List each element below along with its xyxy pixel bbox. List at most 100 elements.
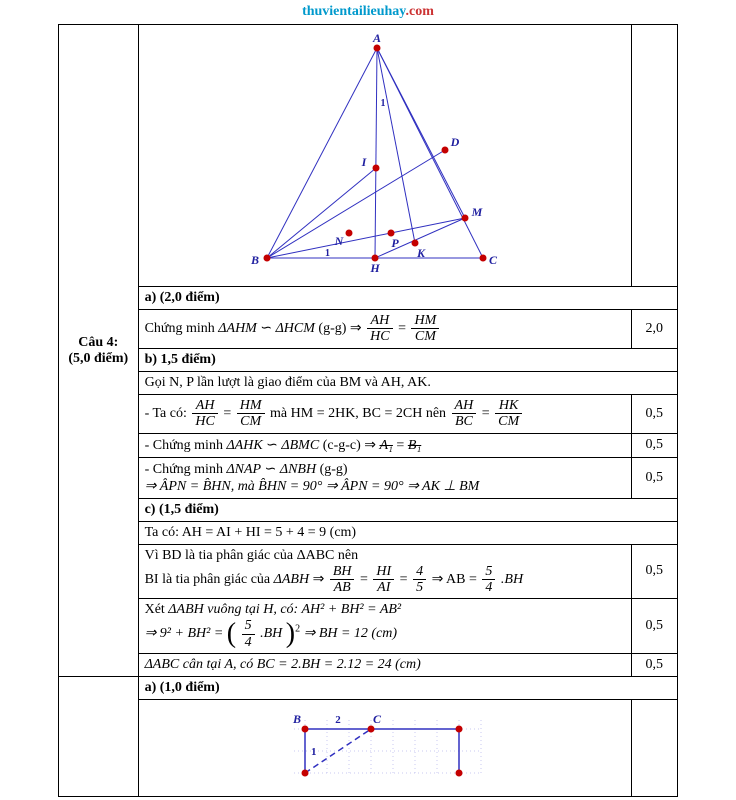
section-a-header: a) (2,0 điểm) (138, 287, 677, 310)
answer-table: Câu 4: (5,0 điểm) 11ABCHINPKMD a) (2,0 đ… (58, 24, 678, 797)
fig1-score (631, 25, 677, 287)
c2f1d: AB (330, 580, 355, 595)
lparen-icon: ( (227, 620, 236, 648)
b3-pre: - Chứng minh (145, 438, 227, 453)
row-b2: - Ta có: AHHC = HMCM mà HM = 2HK, BC = 2… (138, 394, 631, 433)
c2f3d: 5 (413, 580, 426, 595)
b2-score: 0,5 (631, 394, 677, 433)
section-b-header: b) 1,5 điểm) (138, 348, 677, 371)
svg-text:C: C (489, 253, 498, 267)
c2f1n: BH (330, 564, 355, 580)
b3-ang2: B₁ (408, 438, 421, 453)
c3-l1: Xét ΔABH vuông tại H, có: AH² + BH² = AB… (145, 602, 625, 618)
a1-gg: (g-g) ⇒ (318, 321, 365, 336)
row-b1: Gọi N, P lần lượt là giao điểm của BM và… (138, 371, 677, 394)
b4-t2: ΔNBH (280, 462, 316, 477)
c2-arr: ⇒ (313, 572, 328, 587)
b3-t1: ΔAHK (226, 438, 262, 453)
c3l2-mid: .BH (260, 626, 282, 641)
svg-text:B: B (292, 712, 301, 726)
svg-text:P: P (391, 236, 399, 250)
c2-f1: BHAB (330, 564, 355, 596)
row-b3: - Chứng minh ΔAHK ∽ ΔBMC (c-g-c) ⇒ A₁ = … (138, 433, 631, 457)
c3-pre: Xét (145, 602, 169, 617)
b2-f2d: CM (237, 414, 265, 429)
b4-l1: - Chứng minh ΔNAP ∽ ΔNBH (g-g) (145, 461, 625, 478)
svg-text:I: I (360, 155, 367, 169)
svg-text:M: M (470, 205, 482, 219)
rparen-icon: ) (286, 620, 295, 648)
row-a1: Chứng minh ΔAHM ∽ ΔHCM (g-g) ⇒ AHHC = HM… (138, 310, 631, 349)
b4-score: 0,5 (631, 457, 677, 498)
b2-pre: - Ta có: (145, 406, 191, 421)
figure-2-cell: BC21 (138, 700, 631, 797)
c2-f3: 45 (413, 564, 426, 596)
a1-score: 2,0 (631, 310, 677, 349)
b2-f2n: HM (237, 398, 265, 414)
a1-f2n: HM (411, 313, 439, 329)
b2-frac3: AHBC (452, 398, 477, 430)
c2-tail: .BH (501, 572, 523, 587)
c3l2-tail: ⇒ BH = 12 (cm) (304, 626, 398, 641)
c3-l2: ⇒ 9² + BH² = ( 54 .BH )2 ⇒ BH = 12 (cm) (145, 618, 625, 650)
figure-1-cell: 11ABCHINPKMD (138, 25, 631, 287)
site-header: thuvientailieuhay.com (0, 0, 736, 24)
svg-text:N: N (333, 234, 344, 248)
b3-sim: ∽ (266, 438, 281, 453)
b2-mid: mà HM = 2HK, BC = 2CH nên (270, 406, 450, 421)
c2f2d: AI (373, 580, 394, 595)
c3-rest: vuông tại H, có: AH² + BH² = AB² (207, 602, 401, 617)
svg-text:1: 1 (325, 248, 330, 259)
a1-tri2: ΔHCM (276, 321, 315, 336)
next-section-a-header: a) (1,0 điểm) (138, 677, 677, 700)
row-c2: Vì BD là tia phân giác của ΔABC nên BI l… (138, 544, 631, 599)
b4-pre: - Chứng minh (145, 462, 227, 477)
c2f4d: 4 (482, 580, 495, 595)
svg-text:A: A (372, 31, 381, 45)
c3l2-pre: ⇒ 9² + BH² = (145, 626, 227, 641)
c2-l2: BI là tia phân giác của ΔABH ⇒ BHAB = HI… (145, 564, 625, 596)
geometry-figure-1: 11ABCHINPKMD (145, 28, 625, 283)
question-label: Câu 4: (65, 335, 132, 351)
c3pfd: 4 (242, 635, 255, 650)
geometry-figure-2: BC21 (145, 703, 625, 793)
a1-f2d: CM (411, 329, 439, 344)
b2-f3n: AH (452, 398, 477, 414)
b2-f4d: CM (495, 414, 522, 429)
sq-exp: 2 (295, 624, 300, 635)
b2-f1d: HC (192, 414, 217, 429)
b4-t1: ΔNAP (226, 462, 261, 477)
b4-gg: (g-g) (320, 462, 348, 477)
b2-frac2: HMCM (237, 398, 265, 430)
b2-f3d: BC (452, 414, 477, 429)
c3pfn: 5 (242, 618, 255, 634)
c2-l1: Vì BD là tia phân giác của ΔABC nên (145, 548, 625, 564)
b3-ang1: A₁ (380, 438, 393, 453)
a1-tri1: ΔAHM (218, 321, 257, 336)
next-question-cell (59, 677, 139, 797)
svg-text:D: D (449, 135, 459, 149)
b4-sim: ∽ (265, 462, 280, 477)
a1-frac2: HMCM (411, 313, 439, 345)
a1-f1n: AH (367, 313, 392, 329)
row-c3: Xét ΔABH vuông tại H, có: AH² + BH² = AB… (138, 599, 631, 654)
section-c-header: c) (1,5 điểm) (138, 498, 677, 521)
b3-cgc: (c-g-c) ⇒ (323, 438, 380, 453)
svg-text:K: K (416, 246, 426, 260)
b2-frac1: AHHC (192, 398, 217, 430)
c2-score: 0,5 (631, 544, 677, 599)
svg-text:C: C (373, 712, 382, 726)
c2-f4: 54 (482, 564, 495, 596)
a1-f1d: HC (367, 329, 392, 344)
row-c4: ΔABC cân tại A, có BC = 2.BH = 2.12 = 24… (138, 654, 631, 677)
c4-score: 0,5 (631, 654, 677, 677)
c2-mid: ⇒ AB = (432, 572, 481, 587)
a1-pre: Chứng minh (145, 321, 219, 336)
c3-tri: ΔABH (168, 602, 203, 617)
svg-text:1: 1 (311, 746, 317, 758)
b3-t2: ΔBMC (281, 438, 319, 453)
c2f4n: 5 (482, 564, 495, 580)
b2-frac4: HKCM (495, 398, 522, 430)
c2-tri: ΔABH (274, 572, 309, 587)
question-cell: Câu 4: (5,0 điểm) (59, 25, 139, 677)
